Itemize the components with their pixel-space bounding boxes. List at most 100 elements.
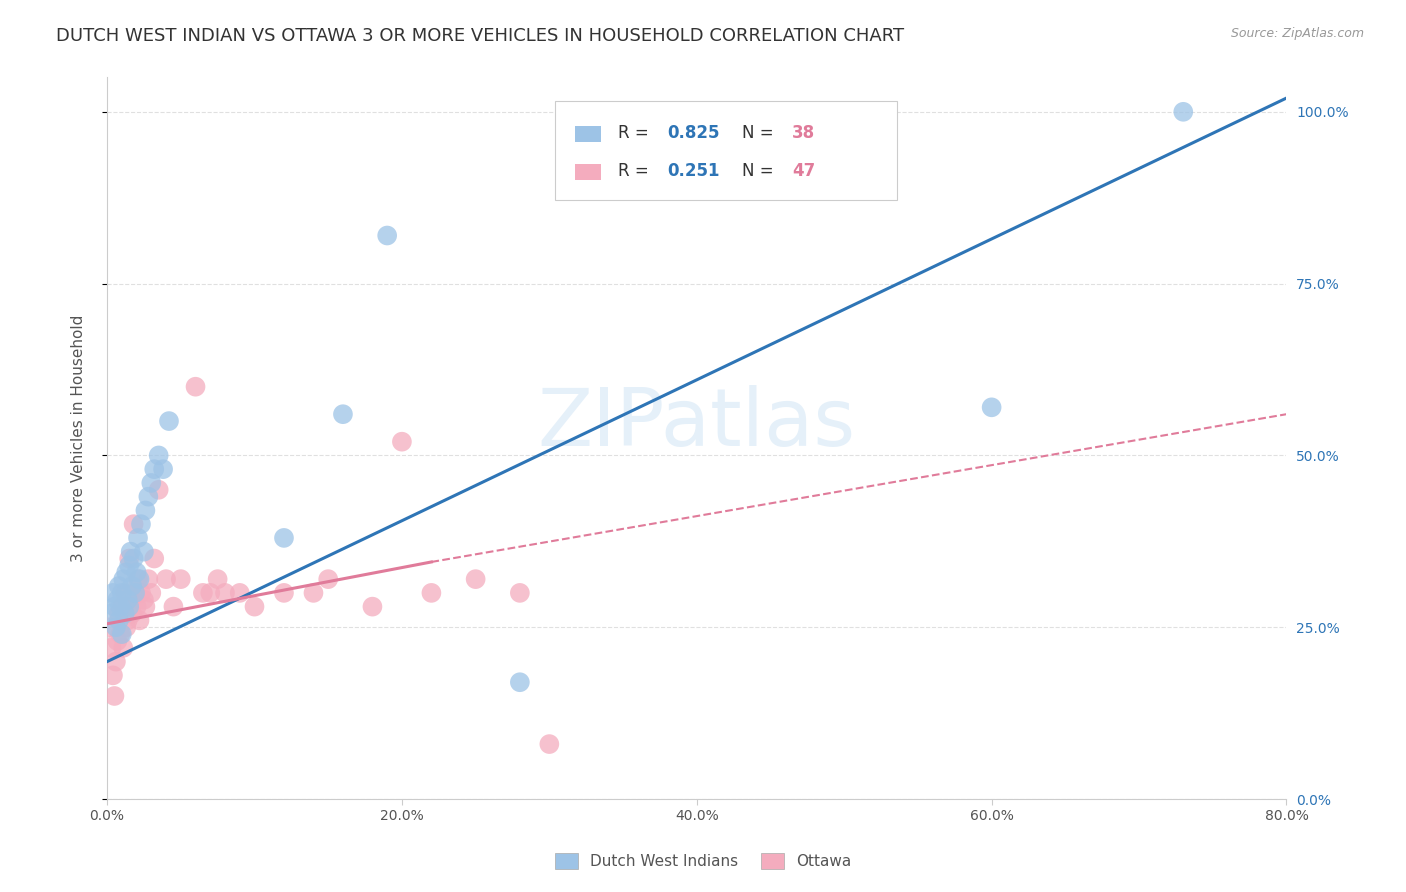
Point	[229, 586, 252, 600]
Text: N =: N =	[741, 124, 779, 142]
Point	[143, 462, 166, 476]
Point	[464, 572, 486, 586]
Point	[108, 607, 131, 621]
Point	[155, 572, 177, 586]
Point	[143, 551, 166, 566]
Point	[121, 579, 143, 593]
Point	[103, 689, 125, 703]
FancyBboxPatch shape	[575, 126, 602, 142]
Point	[122, 517, 145, 532]
Point	[162, 599, 184, 614]
Point	[118, 558, 141, 573]
Point	[110, 599, 132, 614]
Point	[273, 531, 295, 545]
Point	[125, 566, 148, 580]
Point	[1173, 104, 1195, 119]
Point	[117, 613, 139, 627]
Point	[120, 592, 142, 607]
Point	[98, 620, 121, 634]
Point	[128, 613, 150, 627]
Point	[273, 586, 295, 600]
Point	[121, 607, 143, 621]
Point	[125, 599, 148, 614]
Point	[375, 228, 398, 243]
Text: ZIPatlas: ZIPatlas	[537, 384, 856, 463]
Point	[111, 599, 134, 614]
Point	[122, 551, 145, 566]
Point	[104, 620, 127, 634]
Point	[111, 586, 134, 600]
Point	[138, 572, 160, 586]
Point	[391, 434, 413, 449]
Point	[105, 634, 128, 648]
Point	[112, 572, 135, 586]
Text: 38: 38	[793, 124, 815, 142]
Point	[103, 599, 125, 614]
Point	[148, 449, 170, 463]
Point	[111, 627, 134, 641]
Point	[108, 579, 131, 593]
Point	[120, 544, 142, 558]
Point	[129, 517, 152, 532]
Point	[509, 675, 531, 690]
Point	[207, 572, 229, 586]
Point	[138, 490, 160, 504]
Point	[538, 737, 561, 751]
Point	[127, 531, 149, 545]
FancyBboxPatch shape	[575, 164, 602, 180]
Point	[157, 414, 180, 428]
Point	[100, 607, 122, 621]
Point	[200, 586, 222, 600]
Point	[101, 586, 124, 600]
Text: Source: ZipAtlas.com: Source: ZipAtlas.com	[1230, 27, 1364, 40]
Point	[152, 462, 174, 476]
Point	[112, 640, 135, 655]
Point	[191, 586, 214, 600]
Point	[243, 599, 266, 614]
Point	[114, 586, 136, 600]
Point	[184, 380, 207, 394]
Point	[361, 599, 384, 614]
Point	[170, 572, 193, 586]
Point	[124, 586, 146, 600]
Point	[117, 592, 139, 607]
Point	[302, 586, 325, 600]
Text: N =: N =	[741, 162, 779, 180]
Point	[214, 586, 236, 600]
Legend: Dutch West Indians, Ottawa: Dutch West Indians, Ottawa	[548, 847, 858, 875]
Point	[127, 572, 149, 586]
Point	[134, 599, 156, 614]
Point	[132, 592, 155, 607]
Point	[110, 627, 132, 641]
Text: 0.825: 0.825	[668, 124, 720, 142]
Point	[118, 551, 141, 566]
Text: R =: R =	[617, 162, 654, 180]
Text: 47: 47	[793, 162, 815, 180]
Text: R =: R =	[617, 124, 654, 142]
Point	[148, 483, 170, 497]
Point	[420, 586, 443, 600]
Point	[105, 592, 128, 607]
Point	[101, 668, 124, 682]
Y-axis label: 3 or more Vehicles in Household: 3 or more Vehicles in Household	[72, 315, 86, 562]
Point	[100, 640, 122, 655]
Point	[108, 613, 131, 627]
Point	[509, 586, 531, 600]
Point	[128, 572, 150, 586]
Point	[316, 572, 339, 586]
Point	[132, 544, 155, 558]
Point	[118, 599, 141, 614]
Point	[141, 475, 163, 490]
FancyBboxPatch shape	[555, 101, 897, 200]
Point	[332, 407, 354, 421]
Point	[104, 655, 127, 669]
Point	[134, 503, 156, 517]
Text: DUTCH WEST INDIAN VS OTTAWA 3 OR MORE VEHICLES IN HOUSEHOLD CORRELATION CHART: DUTCH WEST INDIAN VS OTTAWA 3 OR MORE VE…	[56, 27, 904, 45]
Point	[114, 607, 136, 621]
Point	[115, 620, 138, 634]
Point	[141, 586, 163, 600]
Text: 0.251: 0.251	[668, 162, 720, 180]
Point	[115, 566, 138, 580]
Point	[980, 401, 1002, 415]
Point	[129, 586, 152, 600]
